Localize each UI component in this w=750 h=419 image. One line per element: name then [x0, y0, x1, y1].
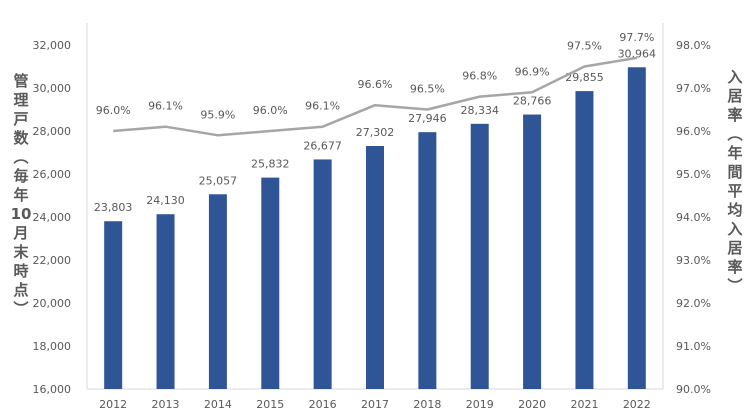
y-tick-label-left: 30,000	[33, 82, 72, 95]
y-tick-label-left: 24,000	[33, 211, 72, 224]
axis-label-char: ︵	[13, 148, 29, 166]
line-value-label: 96.8%	[462, 70, 497, 83]
axis-label-char: 数	[13, 129, 29, 147]
bar	[104, 221, 123, 389]
axis-label-char: 居	[727, 87, 743, 105]
y-tick-label-left: 22,000	[33, 254, 72, 267]
line-value-label: 97.7%	[619, 31, 654, 44]
bar	[523, 114, 542, 389]
axis-label-char: 年	[727, 144, 743, 162]
y-tick-label-left: 16,000	[33, 383, 72, 396]
bar-value-label: 28,334	[460, 104, 499, 117]
axis-label-char: 入	[727, 220, 743, 238]
y-tick-label-right: 90.0%	[676, 383, 711, 396]
y-axis-label-right: 入居率 ︵ 年間平均入居率 ︶	[724, 68, 746, 296]
y-tick-label-left: 18,000	[33, 340, 72, 353]
bar	[156, 214, 175, 389]
line-value-label: 96.9%	[515, 65, 550, 78]
axis-label-char: 管	[13, 72, 29, 90]
x-tick-label: 2016	[309, 398, 337, 411]
y-tick-label-left: 28,000	[33, 125, 72, 138]
x-tick-label: 2021	[570, 398, 598, 411]
x-tick-label: 2012	[99, 398, 127, 411]
y-tick-label-left: 20,000	[33, 297, 72, 310]
occupancy-rate-line	[113, 56, 638, 137]
axis-label-char: 時	[13, 262, 29, 280]
y-tick-label-right: 93.0%	[676, 254, 711, 267]
line-value-label: 96.0%	[96, 104, 131, 117]
bar	[261, 177, 280, 389]
axis-label-char: 月	[13, 224, 29, 242]
axis-label-char: 間	[727, 163, 743, 181]
line-value-label: 96.1%	[148, 100, 183, 113]
axis-label-char: 点	[13, 281, 29, 299]
x-tick-label: 2015	[256, 398, 284, 411]
y-tick-label-right: 92.0%	[676, 297, 711, 310]
y-tick-label-right: 98.0%	[676, 39, 711, 52]
bar	[366, 146, 384, 389]
x-tick-label: 2017	[361, 398, 389, 411]
axis-label-char: 10	[10, 205, 32, 223]
bar-value-label: 23,803	[94, 201, 133, 214]
bar	[627, 67, 646, 390]
line-value-label: 95.9%	[200, 108, 235, 121]
axis-label-char: 末	[13, 243, 29, 261]
axis-label-char: 年	[13, 186, 29, 204]
y-tick-label-right: 96.0%	[676, 125, 711, 138]
axis-label-char: 平	[727, 182, 743, 200]
y-tick-label-left: 26,000	[33, 168, 72, 181]
x-tick-label: 2018	[413, 398, 441, 411]
axis-label-char: 戸	[13, 110, 29, 128]
y-tick-label-right: 95.0%	[676, 168, 711, 181]
line-value-label: 96.0%	[253, 104, 288, 117]
y-tick-label-right: 91.0%	[676, 340, 711, 353]
axis-label-char: ︵	[727, 125, 743, 143]
bar	[575, 91, 594, 390]
x-tick-label: 2014	[204, 398, 232, 411]
x-tick-label: 2013	[152, 398, 180, 411]
bar-value-label: 24,130	[146, 194, 185, 207]
axis-label-char: 毎	[13, 167, 29, 185]
bar-value-label: 30,964	[618, 47, 657, 60]
line-value-label: 96.1%	[305, 100, 340, 113]
axis-label-char: 均	[727, 201, 743, 219]
line-value-label: 97.5%	[567, 40, 602, 53]
bar-value-label: 26,677	[303, 139, 342, 152]
bar	[208, 194, 227, 389]
bar	[313, 159, 332, 389]
bar-value-label: 25,832	[251, 158, 290, 171]
axis-label-char: 率	[727, 258, 743, 276]
x-tick-label: 2019	[466, 398, 494, 411]
bar-value-label: 25,057	[199, 174, 238, 187]
x-tick-label: 2022	[623, 398, 651, 411]
axis-label-char: 率	[727, 106, 743, 124]
bar	[470, 123, 489, 389]
axis-label-char: 理	[13, 91, 29, 109]
line-value-label: 96.6%	[358, 78, 393, 91]
axis-label-char: ︶	[13, 300, 29, 318]
x-tick-label: 2020	[518, 398, 546, 411]
bar	[418, 132, 437, 389]
bar-value-label: 29,855	[565, 71, 604, 84]
line-value-label: 96.5%	[410, 83, 445, 96]
axis-label-char: 入	[727, 68, 743, 86]
y-tick-label-left: 32,000	[33, 39, 72, 52]
axis-label-char: 居	[727, 239, 743, 257]
y-tick-label-right: 94.0%	[676, 211, 711, 224]
bar-value-label: 28,766	[513, 95, 552, 108]
axis-label-char: ︶	[727, 277, 743, 295]
y-tick-label-right: 97.0%	[676, 82, 711, 95]
y-axis-label-left: 管理戸数 ︵ 毎年 10 月末時点 ︶	[10, 72, 32, 319]
bar-value-label: 27,302	[356, 126, 395, 139]
bar-value-label: 27,946	[408, 112, 447, 125]
